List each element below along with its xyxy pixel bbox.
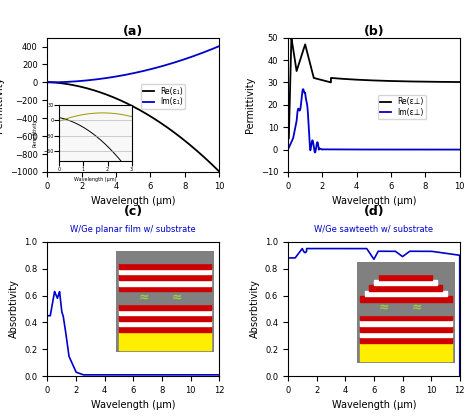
Title: (b): (b) <box>364 25 384 38</box>
Text: (d): (d) <box>364 205 384 218</box>
X-axis label: Wavelength (μm): Wavelength (μm) <box>332 400 416 410</box>
Text: W/Ge sawteeth w/ substrate: W/Ge sawteeth w/ substrate <box>314 225 433 234</box>
Legend: Re(ε₁), Im(ε₁): Re(ε₁), Im(ε₁) <box>141 84 185 109</box>
Text: (c): (c) <box>124 205 143 218</box>
Legend: Re(ε⊥), Im(ε⊥): Re(ε⊥), Im(ε⊥) <box>378 95 426 119</box>
X-axis label: Wavelength (μm): Wavelength (μm) <box>91 196 175 206</box>
Y-axis label: Absorbtivity: Absorbtivity <box>249 280 259 339</box>
Y-axis label: Absorbtivity: Absorbtivity <box>9 280 19 339</box>
X-axis label: Wavelength (μm): Wavelength (μm) <box>91 400 175 410</box>
Title: (a): (a) <box>123 25 144 38</box>
Text: W/Ge planar film w/ substrate: W/Ge planar film w/ substrate <box>71 225 196 234</box>
Y-axis label: Permittivity: Permittivity <box>0 76 4 133</box>
X-axis label: Wavelength (μm): Wavelength (μm) <box>332 196 416 206</box>
Y-axis label: Permittivity: Permittivity <box>245 76 255 133</box>
